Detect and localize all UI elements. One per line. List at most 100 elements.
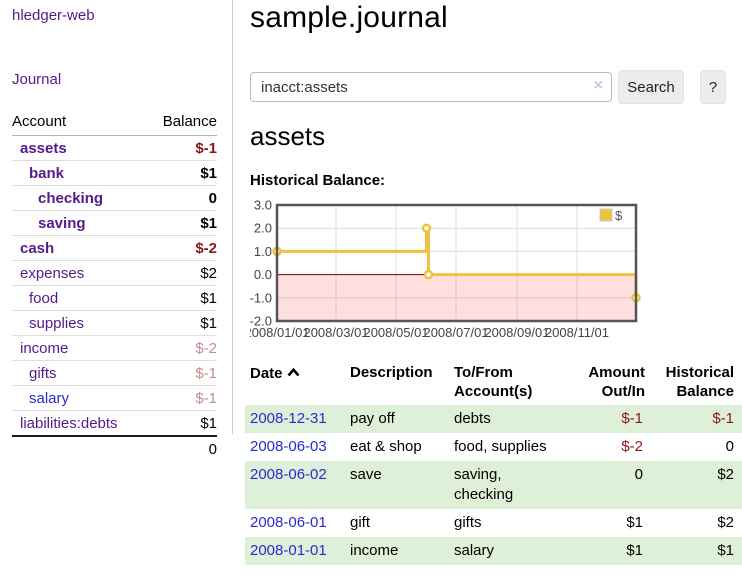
transaction-date-link[interactable]: 2008-06-01 (250, 514, 327, 531)
account-row: assets $-1 (12, 136, 217, 161)
date-cell: 2008-06-03 (245, 433, 345, 461)
date-cell: 2008-06-02 (245, 461, 345, 509)
x-axis-tick-label: 2008/03/01 (303, 325, 368, 340)
account-row: salary $-1 (12, 386, 217, 411)
data-point-marker (423, 269, 434, 280)
balance-cell: $2 (717, 466, 734, 483)
clear-search-icon[interactable]: × (593, 77, 603, 94)
x-axis-tick-label: 2008/11/01 (545, 325, 609, 340)
search-bar: × Search ? (250, 70, 742, 104)
transaction-date-link[interactable]: 2008-01-01 (250, 542, 327, 559)
accounts-column-header: To/From Account(s) (454, 364, 533, 400)
account-balance: $-1 (195, 390, 217, 407)
search-input-wrap: × (250, 72, 612, 102)
transaction-row: 2008-06-01 gift gifts $1 $2 (245, 509, 742, 537)
description-column-header: Description (350, 364, 433, 381)
transaction-date-link[interactable]: 2008-06-03 (250, 438, 327, 455)
transaction-row: 2008-06-03 eat & shop food, supplies $-2 0 (245, 433, 742, 461)
accounts-table-body: assets $-1 bank $1 checking 0 saving $1 cash $-2 e… (12, 136, 217, 435)
balance-column-header: Historical Balance (665, 364, 734, 400)
account-balance: $1 (200, 415, 217, 432)
accounts-cell: saving, checking (454, 466, 514, 503)
account-balance: $1 (200, 290, 217, 307)
transaction-row: 2008-12-31 pay off debts $-1 $-1 (245, 405, 742, 433)
date-cell: 2008-01-01 (245, 537, 345, 565)
amount-column-header: Amount Out/In (588, 364, 645, 400)
account-row: food $1 (12, 286, 217, 311)
main-content: sample.journal × Search ? assets Histori… (244, 0, 742, 582)
description-cell: save (350, 466, 382, 483)
amount-cell: 0 (634, 466, 643, 483)
historical-balance-chart: 3.0 2.0 1.0 0.0 -1.0 -2.0 2008/01/01 2008/03/01… (244, 198, 650, 346)
account-row: gifts $-1 (12, 361, 217, 386)
y-axis-tick-label: -2.0 (250, 314, 272, 329)
account-row: supplies $1 (12, 311, 217, 336)
transaction-date-link[interactable]: 2008-12-31 (250, 410, 327, 427)
search-input[interactable] (251, 73, 589, 101)
account-balance: $2 (200, 265, 217, 282)
account-row: saving $1 (12, 211, 217, 236)
y-axis-tick-label: 0.0 (254, 267, 272, 282)
account-row: income $-2 (12, 336, 217, 361)
account-link[interactable]: assets (20, 140, 67, 157)
description-cell: gift (350, 514, 371, 531)
description-cell: eat & shop (350, 438, 422, 455)
register-table: Date Description To/From Account(s) Amou… (245, 360, 742, 565)
y-axis-tick-label: 1.0 (254, 244, 272, 259)
x-axis-tick-label: 2008/05/01 (363, 325, 428, 340)
accounts-cell: debts (454, 410, 491, 427)
account-heading: assets (250, 121, 326, 151)
y-axis-tick-label: 3.0 (254, 198, 272, 213)
y-axis-tick-label: 2.0 (254, 221, 272, 236)
account-link[interactable]: expenses (20, 265, 85, 282)
accounts-table-header: Account Balance (12, 110, 217, 136)
accounts-cell: gifts (454, 514, 482, 531)
amount-cell: $1 (626, 514, 643, 531)
date-cell: 2008-06-01 (245, 509, 345, 537)
y-axis-tick-label: -1.0 (250, 290, 272, 305)
data-point-marker (421, 223, 432, 233)
date-column-header[interactable]: Date (245, 360, 345, 405)
balance-cell: $2 (717, 514, 734, 531)
search-button[interactable]: Search (618, 70, 684, 104)
account-row: liabilities:debts $1 (12, 411, 217, 435)
legend-swatch (599, 208, 613, 222)
transaction-row: 2008-01-01 income salary $1 $1 (245, 537, 742, 565)
accounts-cell: food, supplies (454, 438, 547, 455)
account-link[interactable]: food (29, 290, 59, 307)
transaction-row: 2008-06-02 save saving, checking 0 $2 (245, 461, 742, 509)
help-button[interactable]: ? (700, 70, 726, 104)
description-cell: income (350, 542, 399, 559)
account-balance: $-2 (195, 240, 217, 257)
account-link[interactable]: income (20, 340, 69, 357)
account-link[interactable]: bank (29, 165, 65, 182)
x-axis-tick-label: 2008/09/01 (484, 325, 549, 340)
balance-cell: $1 (717, 542, 734, 559)
balance-cell: $-1 (712, 410, 734, 427)
account-balance: $-1 (195, 140, 217, 157)
account-row: bank $1 (12, 161, 217, 186)
amount-cell: $-1 (621, 410, 643, 427)
legend-label: $ (615, 208, 623, 223)
date-cell: 2008-12-31 (245, 405, 345, 433)
sidebar-item-journal[interactable]: Journal (12, 71, 62, 88)
amount-cell: $-2 (621, 438, 643, 455)
account-balance: $1 (200, 165, 217, 182)
x-axis-tick-label: 2008/07/01 (423, 325, 488, 340)
account-row: checking 0 (12, 186, 217, 211)
account-link[interactable]: gifts (29, 365, 57, 382)
account-link[interactable]: cash (20, 240, 55, 257)
account-link[interactable]: salary (29, 390, 70, 407)
balance-cell: 0 (725, 438, 734, 455)
account-link[interactable]: checking (38, 190, 104, 207)
account-link[interactable]: liabilities:debts (20, 415, 118, 432)
account-link[interactable]: saving (38, 215, 86, 232)
register-header-row: Date Description To/From Account(s) Amou… (245, 360, 742, 405)
account-balance: $-1 (195, 365, 217, 382)
account-balance: 0 (208, 190, 217, 207)
app-title-link[interactable]: hledger-web (12, 7, 95, 24)
transaction-date-link[interactable]: 2008-06-02 (250, 466, 327, 483)
accounts-cell: salary (454, 542, 495, 559)
account-row: cash $-2 (12, 236, 217, 261)
account-link[interactable]: supplies (29, 315, 85, 332)
